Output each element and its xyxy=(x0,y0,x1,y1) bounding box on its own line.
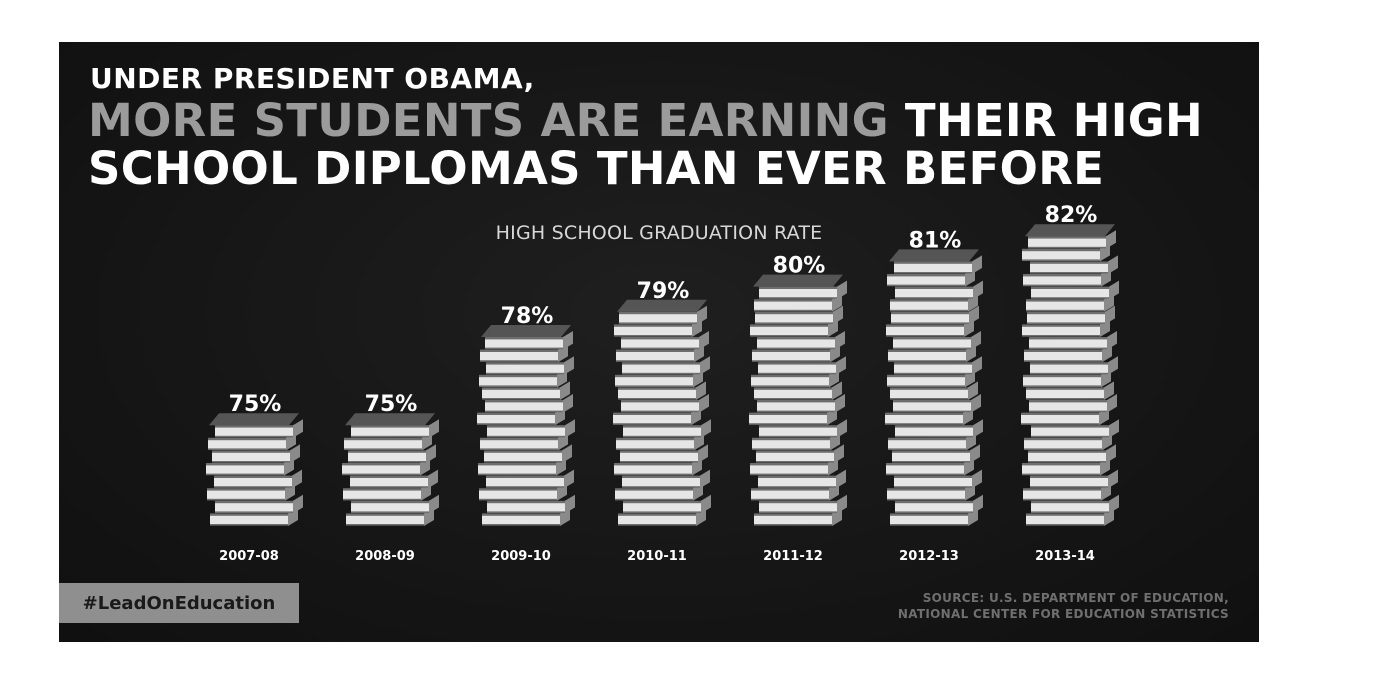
book xyxy=(623,419,711,438)
hashtag-badge[interactable]: #LeadOnEducation xyxy=(59,583,299,623)
book xyxy=(759,494,847,514)
book xyxy=(1028,444,1116,463)
book xyxy=(1030,469,1118,489)
book xyxy=(758,469,846,489)
book xyxy=(895,419,983,438)
book xyxy=(482,381,570,400)
value-label: 78% xyxy=(501,304,554,329)
book xyxy=(215,494,303,514)
category-label: 2007-08 xyxy=(219,549,279,564)
book xyxy=(215,419,303,438)
value-label: 75% xyxy=(365,392,418,417)
book xyxy=(890,381,978,400)
book xyxy=(759,280,847,300)
book xyxy=(893,394,981,413)
headline-white-text: THEIR HIGH xyxy=(904,94,1204,147)
category-label: 2011-12 xyxy=(763,549,823,564)
book xyxy=(620,444,708,463)
book xyxy=(487,419,575,438)
book xyxy=(1028,230,1116,249)
stack-top-cover xyxy=(481,325,571,337)
book xyxy=(757,394,845,413)
book xyxy=(1030,255,1118,274)
source-note: SOURCE: U.S. DEPARTMENT OF EDUCATION, NA… xyxy=(898,590,1229,622)
book xyxy=(350,469,438,489)
book xyxy=(1030,356,1118,375)
book xyxy=(621,331,709,350)
book xyxy=(893,331,981,350)
source-line-1: SOURCE: U.S. DEPARTMENT OF EDUCATION, xyxy=(922,591,1229,605)
book xyxy=(486,356,574,375)
book xyxy=(214,469,302,489)
book xyxy=(894,469,982,489)
stack-top-cover xyxy=(753,274,843,287)
headline-main: MORE STUDENTS ARE EARNING THEIR HIGH SCH… xyxy=(88,97,1203,193)
category-label: 2009-10 xyxy=(491,549,551,564)
category-label: 2010-11 xyxy=(627,549,687,564)
graduation-rate-chart: 75% 2007-08 75% 2008-09 78% 2009-10 79% 2010-11… xyxy=(206,203,1119,564)
book xyxy=(895,494,983,514)
bar-2010-11 xyxy=(613,299,711,526)
stack-top-cover xyxy=(1025,224,1115,237)
stack-top-cover xyxy=(617,299,707,312)
book xyxy=(891,305,979,325)
book xyxy=(1031,419,1119,438)
category-label: 2008-09 xyxy=(355,549,415,564)
book xyxy=(757,331,845,350)
book xyxy=(894,356,982,375)
book xyxy=(351,419,439,438)
headline-line-3: SCHOOL DIPLOMAS THAN EVER BEFORE xyxy=(88,142,1105,195)
book xyxy=(895,280,983,300)
book xyxy=(212,444,300,463)
book xyxy=(1026,381,1114,400)
bar-2009-10 xyxy=(477,325,575,526)
value-label: 81% xyxy=(909,228,962,253)
book xyxy=(622,356,710,375)
source-line-2: NATIONAL CENTER FOR EDUCATION STATISTICS xyxy=(897,607,1229,621)
category-label: 2013-14 xyxy=(1035,549,1095,564)
book xyxy=(621,394,709,413)
value-label: 75% xyxy=(229,392,282,417)
value-label: 79% xyxy=(637,279,690,304)
book xyxy=(1029,394,1117,413)
book xyxy=(618,381,706,400)
book xyxy=(622,469,710,489)
headline-line-1: UNDER PRESIDENT OBAMA, xyxy=(90,62,535,95)
value-label: 80% xyxy=(773,254,826,279)
book xyxy=(894,255,982,274)
book xyxy=(1031,280,1119,300)
bar-2013-14 xyxy=(1021,224,1119,526)
stack-top-cover xyxy=(345,413,435,426)
book xyxy=(623,494,711,514)
bar-2008-09 xyxy=(342,413,439,526)
book xyxy=(758,356,846,375)
book xyxy=(348,444,436,463)
book xyxy=(1029,331,1117,350)
book xyxy=(485,331,573,350)
book xyxy=(756,444,844,463)
book xyxy=(351,494,439,514)
book xyxy=(755,305,843,325)
headline-line-2: MORE STUDENTS ARE EARNING THEIR HIGH xyxy=(88,97,1203,145)
stack-top-cover xyxy=(889,249,979,262)
book xyxy=(486,469,574,489)
chart-title: HIGH SCHOOL GRADUATION RATE xyxy=(495,222,823,244)
category-label: 2012-13 xyxy=(899,549,959,564)
book xyxy=(892,444,980,463)
book xyxy=(484,444,572,463)
book xyxy=(1027,305,1115,325)
book xyxy=(754,381,842,400)
book xyxy=(1031,494,1119,514)
book xyxy=(487,494,575,514)
headline-gray-text: MORE STUDENTS ARE EARNING xyxy=(88,94,889,147)
book xyxy=(619,305,707,325)
bar-2011-12 xyxy=(749,274,847,526)
stack-top-cover xyxy=(209,413,299,426)
bar-2012-13 xyxy=(885,249,983,526)
bar-2007-08 xyxy=(206,413,303,526)
book xyxy=(759,419,847,438)
value-label: 82% xyxy=(1045,203,1098,228)
infographic-panel: UNDER PRESIDENT OBAMA, MORE STUDENTS ARE… xyxy=(59,42,1259,642)
book xyxy=(485,394,573,413)
